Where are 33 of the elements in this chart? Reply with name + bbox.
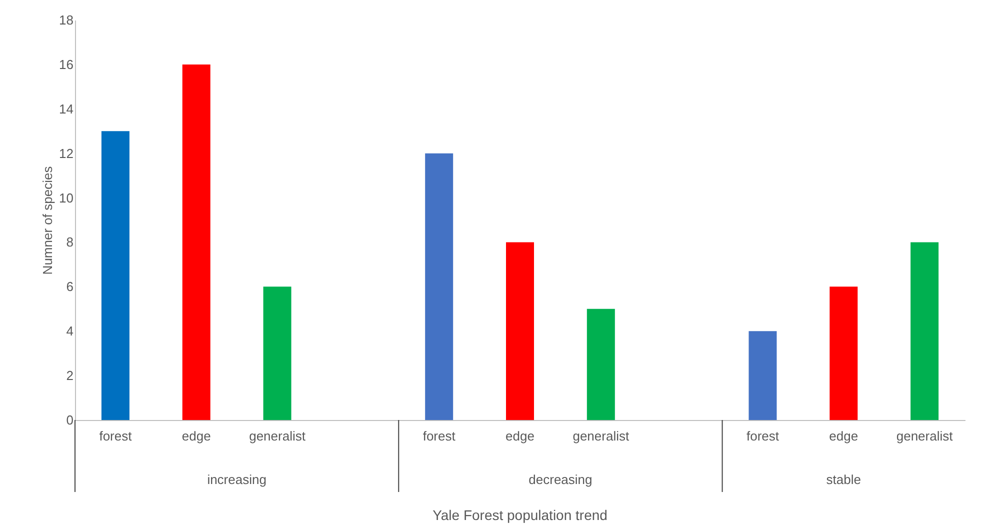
y-tick-label: 16 xyxy=(59,56,74,72)
y-tick-label: 2 xyxy=(66,368,74,384)
bar xyxy=(425,153,454,420)
bar xyxy=(182,64,210,420)
x-tick-label: edge xyxy=(829,428,858,444)
x-tick-label: edge xyxy=(506,428,534,444)
text: increasing xyxy=(207,472,266,487)
text: decreasing xyxy=(528,472,592,487)
x-tick-label: generalist xyxy=(572,428,630,444)
bar xyxy=(830,286,858,420)
y-tick-label: 10 xyxy=(59,190,74,206)
y-tick-label: 14 xyxy=(59,101,74,116)
bar xyxy=(748,331,777,420)
x-tick-label: forest xyxy=(99,428,132,444)
x-tick-label: edge xyxy=(182,428,211,444)
x-tick-label: generalist xyxy=(249,428,306,444)
x-tick-label: forest xyxy=(422,428,456,444)
bar xyxy=(910,242,939,420)
y-tick-label: 8 xyxy=(66,234,74,250)
y-tick-label: 0 xyxy=(66,412,74,428)
x-axis-title: Yale Forest population trend xyxy=(432,507,608,523)
y-tick-label: 12 xyxy=(59,146,74,161)
x-tick-label: generalist xyxy=(896,428,954,444)
y-tick-label: 18 xyxy=(59,12,74,28)
y-tick-label: 4 xyxy=(66,324,74,339)
bar xyxy=(101,131,130,420)
x-tick-label: forest xyxy=(746,428,780,444)
y-axis-title: Numner of species xyxy=(40,166,56,275)
y-tick-label: 6 xyxy=(66,279,74,294)
text: stable xyxy=(826,472,861,487)
bar xyxy=(263,286,292,420)
bar xyxy=(586,308,615,420)
bar xyxy=(506,242,534,420)
